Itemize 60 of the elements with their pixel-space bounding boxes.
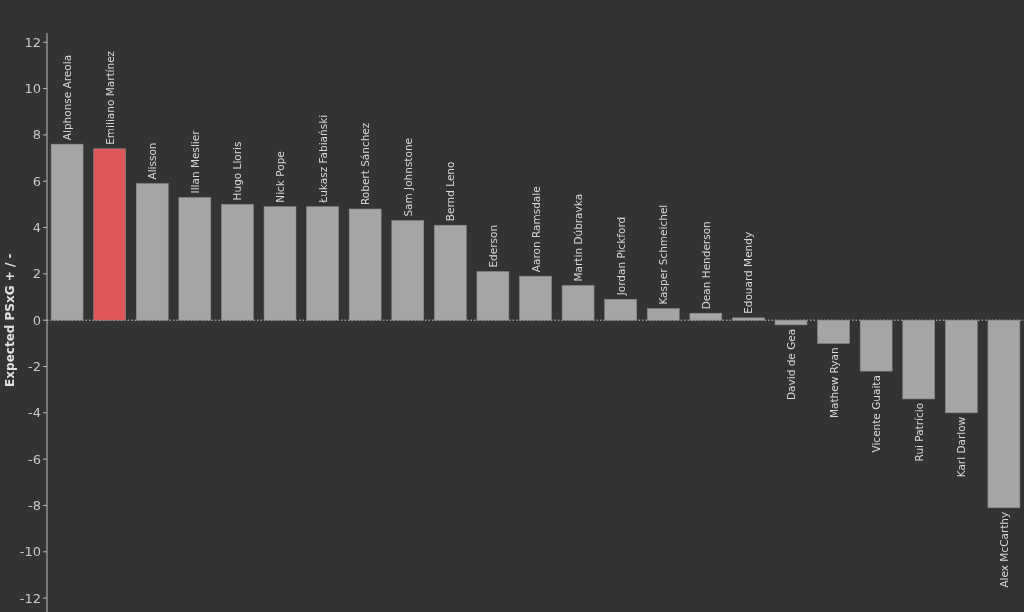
bar bbox=[561, 285, 595, 321]
x-tick-label: Karl Darlow bbox=[955, 416, 968, 478]
bar bbox=[774, 319, 808, 326]
x-tick-label: Mathew Ryan bbox=[827, 347, 840, 419]
bar bbox=[604, 299, 637, 321]
bar bbox=[348, 208, 382, 321]
bar bbox=[732, 317, 765, 321]
x-tick-label: Kasper Schmeichel bbox=[657, 204, 670, 305]
bar bbox=[945, 319, 978, 414]
bar bbox=[93, 148, 126, 321]
bar bbox=[178, 197, 212, 321]
x-tick-label: Alex McCarthy bbox=[997, 511, 1010, 588]
y-tick-label: -2 bbox=[28, 359, 41, 375]
x-tick-label: Nick Pope bbox=[274, 151, 287, 203]
y-tick-label: -4 bbox=[28, 405, 41, 421]
y-tick-label: -8 bbox=[28, 498, 41, 514]
x-tick-label: Jordan Pickford bbox=[614, 216, 627, 297]
x-tick-label: Bernd Leno bbox=[444, 161, 457, 222]
bar bbox=[859, 319, 893, 372]
bar bbox=[902, 319, 936, 400]
bar bbox=[221, 204, 254, 321]
y-tick-label: 12 bbox=[24, 34, 41, 50]
bar bbox=[519, 275, 552, 321]
bar bbox=[50, 143, 84, 321]
y-tick-label: -6 bbox=[28, 451, 41, 467]
bar bbox=[306, 206, 339, 321]
x-tick-label: Edouard Mendy bbox=[742, 231, 755, 314]
x-tick-label: Vicente Guaita bbox=[870, 375, 883, 453]
bar bbox=[135, 183, 169, 321]
x-tick-label: Ederson bbox=[486, 224, 499, 268]
y-tick-label: 4 bbox=[32, 220, 41, 236]
y-tick-label: 8 bbox=[32, 127, 41, 143]
bar bbox=[817, 319, 850, 344]
y-tick-label: 6 bbox=[32, 173, 41, 189]
x-tick-label: Aaron Ramsdale bbox=[529, 186, 542, 273]
x-tick-label: Łukasz Fabiański bbox=[316, 114, 329, 204]
y-axis-title: Expected PSxG + / - bbox=[3, 253, 17, 387]
x-tick-label: Sam Johnstone bbox=[401, 137, 414, 217]
x-tick-label: Illan Meslier bbox=[188, 129, 201, 194]
bar bbox=[263, 206, 297, 321]
x-tick-label: Robert Sánchez bbox=[359, 122, 372, 206]
x-tick-label: Hugo Lloris bbox=[231, 141, 244, 201]
bar bbox=[689, 312, 723, 321]
x-tick-label: Alisson bbox=[146, 142, 159, 180]
y-tick-label: -10 bbox=[19, 544, 41, 560]
x-tick-label: David de Gea bbox=[784, 328, 797, 400]
bar bbox=[391, 220, 425, 321]
bar bbox=[476, 271, 510, 321]
bar bbox=[646, 308, 680, 321]
x-tick-label: Martin Dúbravka bbox=[572, 193, 585, 282]
y-tick-label: -12 bbox=[19, 590, 41, 606]
x-tick-label: Emiliano Martínez bbox=[103, 50, 116, 145]
x-tick-label: Rui Patrício bbox=[912, 402, 925, 462]
x-tick-label: Alphonse Areola bbox=[61, 54, 74, 141]
bar bbox=[987, 319, 1021, 509]
bar bbox=[434, 224, 467, 321]
y-tick-label: 0 bbox=[32, 312, 41, 328]
y-tick-label: 2 bbox=[32, 266, 41, 282]
x-tick-label: Dean Henderson bbox=[699, 221, 712, 310]
y-tick-label: 10 bbox=[24, 81, 41, 97]
